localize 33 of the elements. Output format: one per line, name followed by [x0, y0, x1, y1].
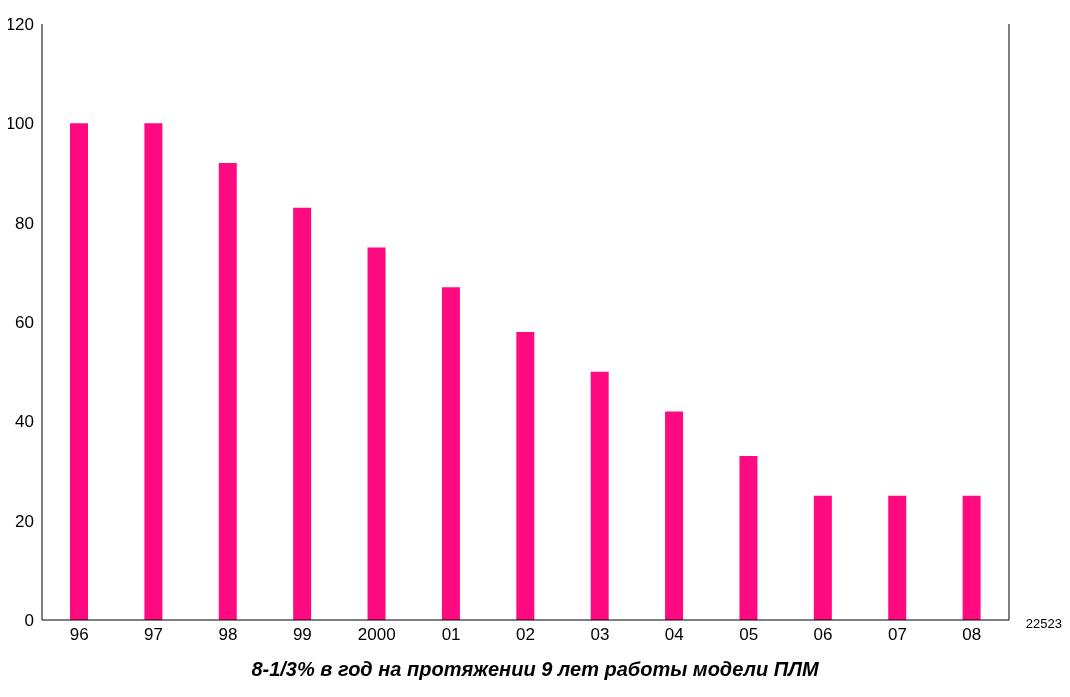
- bar: [813, 495, 832, 620]
- text: 22523: [1025, 616, 1062, 631]
- x-tick-label: 04: [664, 625, 684, 645]
- bar: [293, 207, 312, 620]
- y-tick-label: 20: [15, 511, 34, 531]
- bar: [962, 495, 981, 620]
- bar: [888, 495, 907, 620]
- x-tick-label: 01: [441, 625, 461, 645]
- bar: [218, 163, 237, 620]
- x-tick-label: 2000: [357, 625, 396, 645]
- x-tick-label: 03: [590, 625, 610, 645]
- y-tick-label: 80: [15, 213, 34, 233]
- y-tick-label: 60: [15, 313, 34, 333]
- bar: [367, 247, 386, 620]
- x-tick-label: 96: [69, 625, 89, 645]
- bar: [70, 123, 88, 620]
- x-tick-label: 97: [144, 625, 164, 645]
- x-tick-label: 98: [218, 625, 238, 645]
- bar: [144, 123, 163, 620]
- x-tick-label: 99: [292, 625, 312, 645]
- bar: [739, 456, 758, 620]
- x-tick-label: 07: [887, 625, 907, 645]
- x-tick-label: 06: [813, 625, 833, 645]
- x-tick-label: 08: [962, 625, 982, 645]
- bar: [441, 287, 460, 620]
- y-tick-label: 40: [15, 412, 34, 432]
- x-tick-label: 02: [516, 625, 535, 645]
- bar: [665, 411, 684, 620]
- bar: [516, 331, 535, 620]
- x-tick-label: 05: [739, 625, 759, 645]
- text: 8-1/3% в год на протяжении 9 лет работы модели ПЛМ: [250, 658, 820, 681]
- y-tick-label: 0: [24, 611, 34, 631]
- bar: [590, 371, 609, 620]
